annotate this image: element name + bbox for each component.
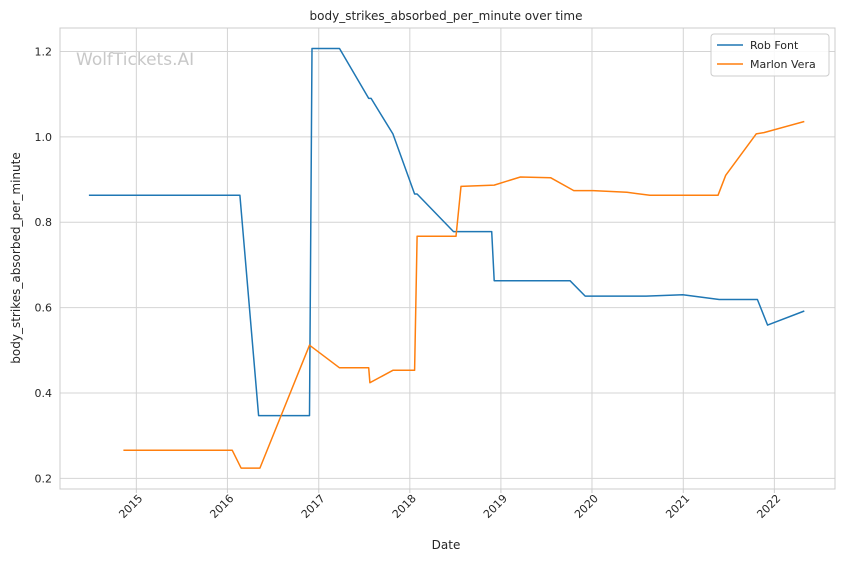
y-tick-label: 0.4 [35, 387, 53, 400]
y-tick-label: 0.6 [35, 302, 53, 315]
series-lines [88, 47, 805, 469]
legend: Rob Font Marlon Vera [710, 33, 830, 77]
legend-label-marlon-vera: Marlon Vera [750, 58, 816, 71]
y-tick-label: 1.0 [35, 131, 53, 144]
series-line-marlon-vera [123, 120, 805, 469]
legend-label-rob-font: Rob Font [750, 39, 799, 52]
y-tick-label: 0.8 [35, 216, 53, 229]
watermark: WolfTickets.AI [76, 50, 194, 70]
grid [60, 28, 835, 489]
plot-frame [59, 27, 836, 490]
y-tick-label: 0.2 [35, 472, 53, 485]
series-line-rob-font [88, 47, 805, 417]
y-axis-ticks: 0.2 0.4 0.6 0.8 1.0 1.2 [35, 45, 53, 485]
chart-title: body_strikes_absorbed_per_minute over ti… [310, 9, 583, 23]
y-tick-label: 1.2 [35, 45, 53, 58]
y-axis-title: body_strikes_absorbed_per_minute [9, 152, 23, 363]
x-axis-title: Date [432, 538, 461, 552]
